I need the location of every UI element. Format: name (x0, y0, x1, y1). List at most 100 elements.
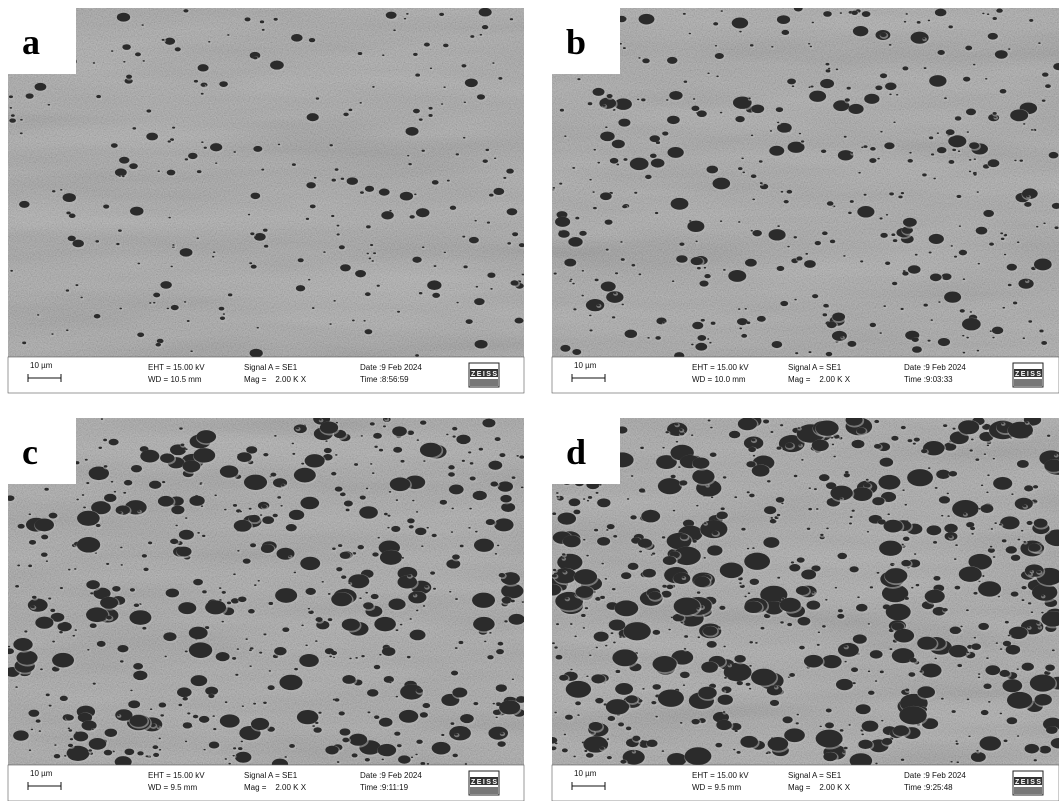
pore (995, 50, 1008, 59)
pore (965, 46, 972, 51)
pore (131, 465, 142, 472)
pore (613, 642, 616, 644)
pore (453, 436, 456, 438)
pore (691, 257, 703, 265)
pore (330, 144, 333, 146)
pore (605, 645, 607, 647)
pore (588, 102, 593, 105)
pore (232, 657, 236, 660)
pore (820, 534, 823, 536)
pore (263, 633, 266, 635)
pore (499, 453, 505, 457)
pore (250, 193, 260, 199)
pore (1029, 19, 1033, 22)
pore (76, 499, 79, 501)
pore (804, 260, 816, 268)
pore (235, 674, 238, 676)
pore (233, 504, 237, 507)
pore (325, 440, 327, 442)
pore (787, 246, 789, 248)
pore (150, 708, 152, 710)
pore (551, 746, 557, 750)
pore (401, 460, 405, 463)
pore (250, 232, 254, 235)
pore (77, 511, 100, 526)
pore (776, 107, 783, 112)
pore (1030, 570, 1032, 572)
pore (885, 82, 896, 90)
pore (1008, 48, 1011, 50)
pore (245, 17, 251, 21)
pore (797, 557, 805, 562)
pore (776, 497, 785, 503)
pore (60, 587, 63, 589)
pore (331, 592, 352, 606)
pore (315, 722, 318, 724)
pore (117, 714, 119, 716)
pore (292, 163, 296, 166)
pore (260, 20, 264, 23)
pore (822, 231, 828, 235)
pore (596, 647, 598, 649)
pore (90, 592, 93, 594)
pore (1017, 241, 1020, 243)
pore (315, 640, 317, 642)
pore (612, 588, 616, 590)
pore (228, 763, 230, 765)
pore (282, 627, 289, 632)
pore (29, 749, 31, 751)
pore (911, 32, 929, 44)
pore (1029, 573, 1032, 575)
pore (701, 662, 718, 673)
pore (746, 321, 750, 324)
pore (363, 602, 373, 609)
pore (262, 29, 265, 31)
pore (573, 510, 580, 515)
pore (943, 424, 947, 427)
pore (586, 675, 588, 677)
pore (148, 542, 152, 545)
pore (735, 730, 738, 732)
pore (368, 711, 371, 713)
pore (1041, 612, 1043, 614)
pore (816, 508, 819, 510)
pore (507, 208, 518, 215)
pore (1011, 591, 1019, 596)
pore (835, 587, 837, 589)
pore (244, 475, 267, 490)
pore (493, 188, 504, 195)
pore (623, 47, 626, 49)
pore (86, 482, 89, 484)
pore (427, 280, 441, 290)
pore (662, 536, 665, 538)
pore (485, 149, 489, 151)
pore (488, 727, 508, 740)
pore (432, 180, 439, 185)
pore (185, 158, 188, 160)
pore (836, 68, 839, 70)
pore (840, 729, 844, 732)
pore (860, 260, 863, 262)
pore (240, 511, 242, 513)
pore (466, 319, 473, 324)
pore (978, 673, 980, 675)
pore (82, 494, 85, 496)
pore (701, 319, 705, 322)
pore (1036, 226, 1038, 228)
pore (146, 109, 151, 112)
pore (521, 486, 524, 488)
pore (799, 133, 801, 135)
pore (848, 104, 863, 114)
pore (40, 668, 43, 670)
pore (612, 649, 637, 666)
pore (455, 733, 458, 735)
pore (621, 258, 625, 261)
pore (378, 537, 380, 539)
pore (171, 506, 184, 515)
pore (921, 663, 942, 677)
pore (103, 439, 107, 442)
pore (183, 722, 192, 728)
pore (434, 265, 437, 267)
pore (400, 624, 402, 626)
pore (809, 351, 812, 353)
